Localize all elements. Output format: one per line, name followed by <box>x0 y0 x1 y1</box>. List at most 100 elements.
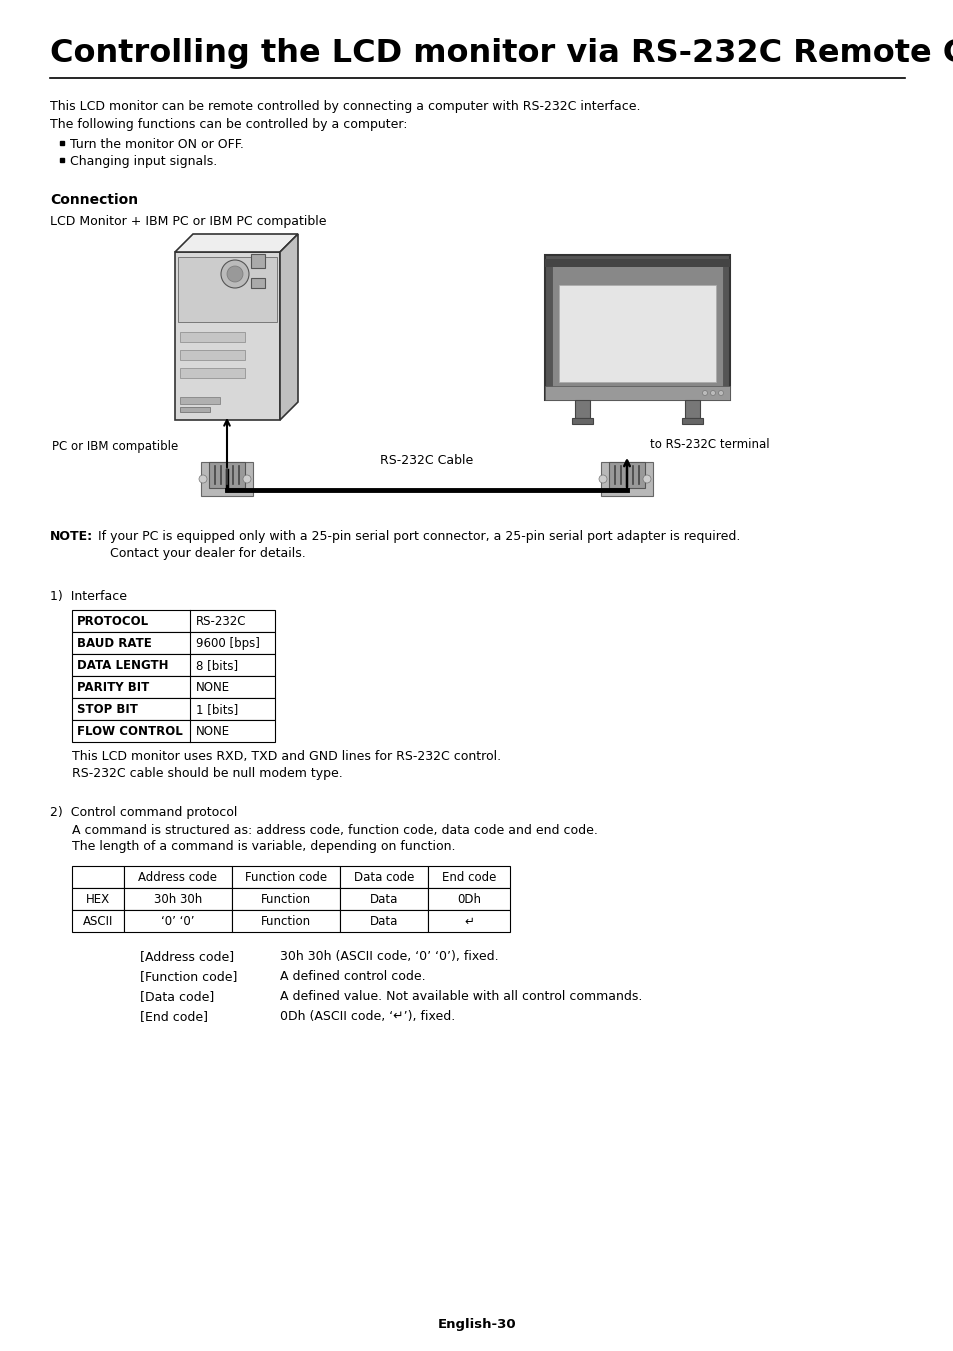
Text: 30h 30h (ASCII code, ‘0’ ‘0’), fixed.: 30h 30h (ASCII code, ‘0’ ‘0’), fixed. <box>280 950 498 963</box>
Bar <box>553 263 721 392</box>
Bar <box>71 611 274 632</box>
Bar <box>251 278 265 288</box>
Text: The following functions can be controlled by a computer:: The following functions can be controlle… <box>50 118 407 131</box>
Text: [Data code]: [Data code] <box>140 990 214 1002</box>
Text: A command is structured as: address code, function code, data code and end code.: A command is structured as: address code… <box>71 824 598 838</box>
Bar <box>558 285 716 382</box>
Bar <box>180 407 210 412</box>
Bar <box>681 417 702 424</box>
Circle shape <box>221 259 249 288</box>
Text: The length of a command is variable, depending on function.: The length of a command is variable, dep… <box>71 840 455 852</box>
Bar <box>608 462 644 488</box>
Text: NONE: NONE <box>195 725 230 738</box>
Text: Turn the monitor ON or OFF.: Turn the monitor ON or OFF. <box>70 138 244 151</box>
Text: PARITY BIT: PARITY BIT <box>77 681 149 694</box>
Bar <box>428 911 510 932</box>
Text: Connection: Connection <box>50 193 138 207</box>
Text: 1 [bits]: 1 [bits] <box>195 703 238 716</box>
Text: Function: Function <box>261 893 311 907</box>
Bar <box>575 400 589 417</box>
Bar <box>232 888 339 911</box>
Bar <box>339 888 428 911</box>
Bar <box>251 254 265 267</box>
Bar <box>209 462 245 488</box>
Text: 8 [bits]: 8 [bits] <box>195 659 238 671</box>
Bar <box>544 255 729 400</box>
Bar <box>124 888 232 911</box>
Text: NONE: NONE <box>195 681 230 694</box>
Text: Data code: Data code <box>354 871 414 884</box>
Bar <box>232 911 339 932</box>
Text: [Address code]: [Address code] <box>140 950 233 963</box>
Bar <box>124 866 232 888</box>
Text: RS-232C cable should be null modem type.: RS-232C cable should be null modem type. <box>71 767 342 780</box>
Text: ASCII: ASCII <box>83 915 113 928</box>
Text: DATA LENGTH: DATA LENGTH <box>77 659 169 671</box>
Bar <box>428 866 510 888</box>
Circle shape <box>227 266 243 282</box>
Text: to RS-232C terminal: to RS-232C terminal <box>650 438 769 451</box>
Text: BAUD RATE: BAUD RATE <box>77 638 152 650</box>
Circle shape <box>642 476 650 484</box>
Bar <box>71 698 274 720</box>
Bar <box>201 462 253 496</box>
Text: Controlling the LCD monitor via RS-232C Remote Control: Controlling the LCD monitor via RS-232C … <box>50 38 953 69</box>
Text: 2)  Control command protocol: 2) Control command protocol <box>50 807 237 819</box>
Bar <box>71 720 274 742</box>
Text: Contact your dealer for details.: Contact your dealer for details. <box>110 547 305 561</box>
Bar <box>232 866 339 888</box>
Text: This LCD monitor uses RXD, TXD and GND lines for RS-232C control.: This LCD monitor uses RXD, TXD and GND l… <box>71 750 500 763</box>
Bar <box>339 866 428 888</box>
Circle shape <box>199 476 207 484</box>
Circle shape <box>718 390 722 396</box>
Text: 1)  Interface: 1) Interface <box>50 590 127 603</box>
Polygon shape <box>174 234 297 253</box>
Text: Data: Data <box>370 915 397 928</box>
Circle shape <box>598 476 606 484</box>
Bar <box>180 397 220 404</box>
Text: A defined value. Not available with all control commands.: A defined value. Not available with all … <box>280 990 641 1002</box>
Text: ↵: ↵ <box>463 915 474 928</box>
Bar <box>600 462 652 496</box>
Circle shape <box>243 476 251 484</box>
Bar <box>71 632 274 654</box>
Bar <box>339 911 428 932</box>
Text: ‘0’ ‘0’: ‘0’ ‘0’ <box>161 915 194 928</box>
Bar <box>544 386 729 400</box>
Text: STOP BIT: STOP BIT <box>77 703 138 716</box>
Text: Function code: Function code <box>245 871 327 884</box>
Bar <box>544 259 729 267</box>
Text: 9600 [bps]: 9600 [bps] <box>195 638 259 650</box>
Bar <box>71 654 274 676</box>
Bar <box>71 911 124 932</box>
Text: PROTOCOL: PROTOCOL <box>77 615 149 628</box>
Bar <box>71 676 274 698</box>
Circle shape <box>710 390 715 396</box>
Bar <box>180 332 245 342</box>
Polygon shape <box>280 234 297 420</box>
Bar <box>178 257 276 322</box>
Text: English-30: English-30 <box>437 1319 516 1331</box>
Text: LCD Monitor + IBM PC or IBM PC compatible: LCD Monitor + IBM PC or IBM PC compatibl… <box>50 215 326 228</box>
Text: 30h 30h: 30h 30h <box>153 893 202 907</box>
Text: This LCD monitor can be remote controlled by connecting a computer with RS-232C : This LCD monitor can be remote controlle… <box>50 100 639 113</box>
Text: RS-232C: RS-232C <box>195 615 246 628</box>
Text: NOTE:: NOTE: <box>50 530 93 543</box>
Bar <box>684 400 700 417</box>
Bar <box>180 350 245 359</box>
Bar <box>71 866 124 888</box>
Text: Data: Data <box>370 893 397 907</box>
Text: [End code]: [End code] <box>140 1011 208 1023</box>
Text: A defined control code.: A defined control code. <box>280 970 425 984</box>
Text: Function: Function <box>261 915 311 928</box>
Bar <box>71 888 124 911</box>
Text: Changing input signals.: Changing input signals. <box>70 155 217 168</box>
Text: HEX: HEX <box>86 893 110 907</box>
Bar <box>428 888 510 911</box>
Text: [Function code]: [Function code] <box>140 970 237 984</box>
Text: End code: End code <box>441 871 496 884</box>
Bar <box>124 911 232 932</box>
Text: 0Dh (ASCII code, ‘↵’), fixed.: 0Dh (ASCII code, ‘↵’), fixed. <box>280 1011 455 1023</box>
Text: PC or IBM compatible: PC or IBM compatible <box>52 440 178 453</box>
Text: If your PC is equipped only with a 25-pin serial port connector, a 25-pin serial: If your PC is equipped only with a 25-pi… <box>98 530 740 543</box>
